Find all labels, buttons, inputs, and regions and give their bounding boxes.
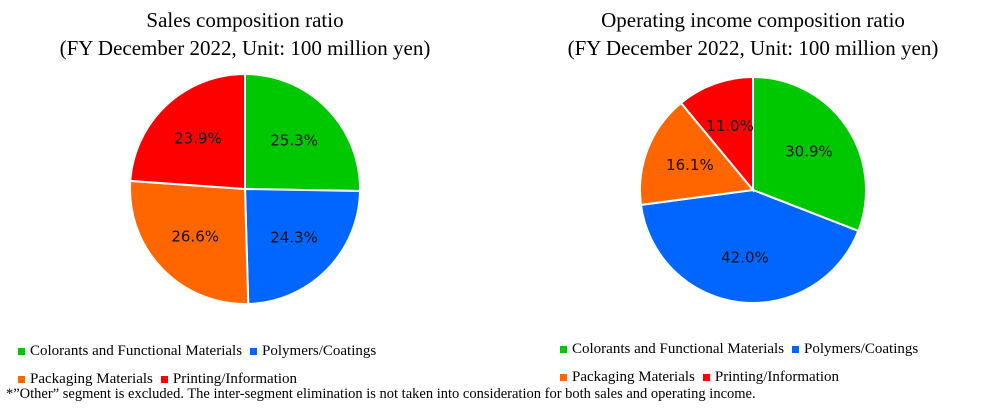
legend-item-packaging: Packaging Materials [18,371,153,388]
legend-swatch [560,373,567,381]
legend-item-polymers: Polymers/Coatings [250,343,376,360]
pie-slice-colorants [244,72,361,193]
title-line-1: Sales composition ratio [146,8,344,32]
data-label-packaging: 26.6% [171,228,219,246]
legend-item-polymers: Polymers/Coatings [792,341,918,358]
pie-slice-colorants [752,75,867,233]
legend-swatch [250,347,258,355]
operating-income-legend: Colorants and Functional Materials Polym… [560,335,926,391]
legend-label: Colorants and Functional Materials [30,342,243,359]
legend-label: Packaging Materials [30,370,153,387]
data-label-polymers: 42.0% [721,248,769,266]
footnote: *”Other” segment is excluded. The inter-… [6,386,756,402]
title-line-2: (FY December 2022, Unit: 100 million yen… [567,36,939,60]
legend-item-colorants: Colorants and Functional Materials [560,341,784,358]
pie-slice-polymers [639,188,860,304]
data-label-printing: 11.0% [706,117,754,135]
legend-swatch [792,345,800,353]
title-line-2: (FY December 2022, Unit: 100 million yen… [59,36,431,60]
legend-item-packaging: Packaging Materials [560,369,695,386]
pie-slice-polymers [243,187,362,305]
legend-swatch [18,347,25,355]
title-line-1: Operating income composition ratio [601,8,905,32]
legend-swatch [160,375,168,383]
legend-label: Colorants and Functional Materials [572,340,785,357]
data-label-colorants: 25.3% [270,132,318,150]
sales-chart-title: Sales composition ratio (FY December 202… [5,6,485,62]
legend-swatch [18,375,25,383]
operating-income-chart-title: Operating income composition ratio (FY D… [513,6,987,62]
sales-pie: 25.3% 24.3% 26.6% 23.9% [129,72,362,305]
data-label-polymers: 24.3% [270,229,318,247]
legend-swatch [560,345,567,353]
legend-label: Printing/Information [172,370,298,387]
data-label-printing: 23.9% [174,130,222,148]
pie-slice-packaging [639,101,755,206]
data-label-colorants: 30.9% [785,143,833,161]
legend-item-printing: Printing/Information [160,370,298,388]
legend-label: Polymers/Coatings [804,340,919,357]
sales-legend: Colorants and Functional Materials Polym… [18,337,384,393]
pie-slice-packaging [129,179,250,305]
legend-label: Polymers/Coatings [262,342,377,359]
legend-label: Printing/Information [714,368,840,385]
legend-swatch [702,373,710,381]
legend-item-colorants: Colorants and Functional Materials [18,343,242,360]
pie-slice-printing [679,75,754,193]
legend-label: Packaging Materials [572,368,695,385]
data-label-packaging: 16.1% [666,156,714,174]
legend-item-printing: Printing/Information [702,368,840,386]
pie-slice-printing [129,72,246,191]
operating-income-pie: 30.9% 42.0% 16.1% 11.0% [639,75,867,304]
